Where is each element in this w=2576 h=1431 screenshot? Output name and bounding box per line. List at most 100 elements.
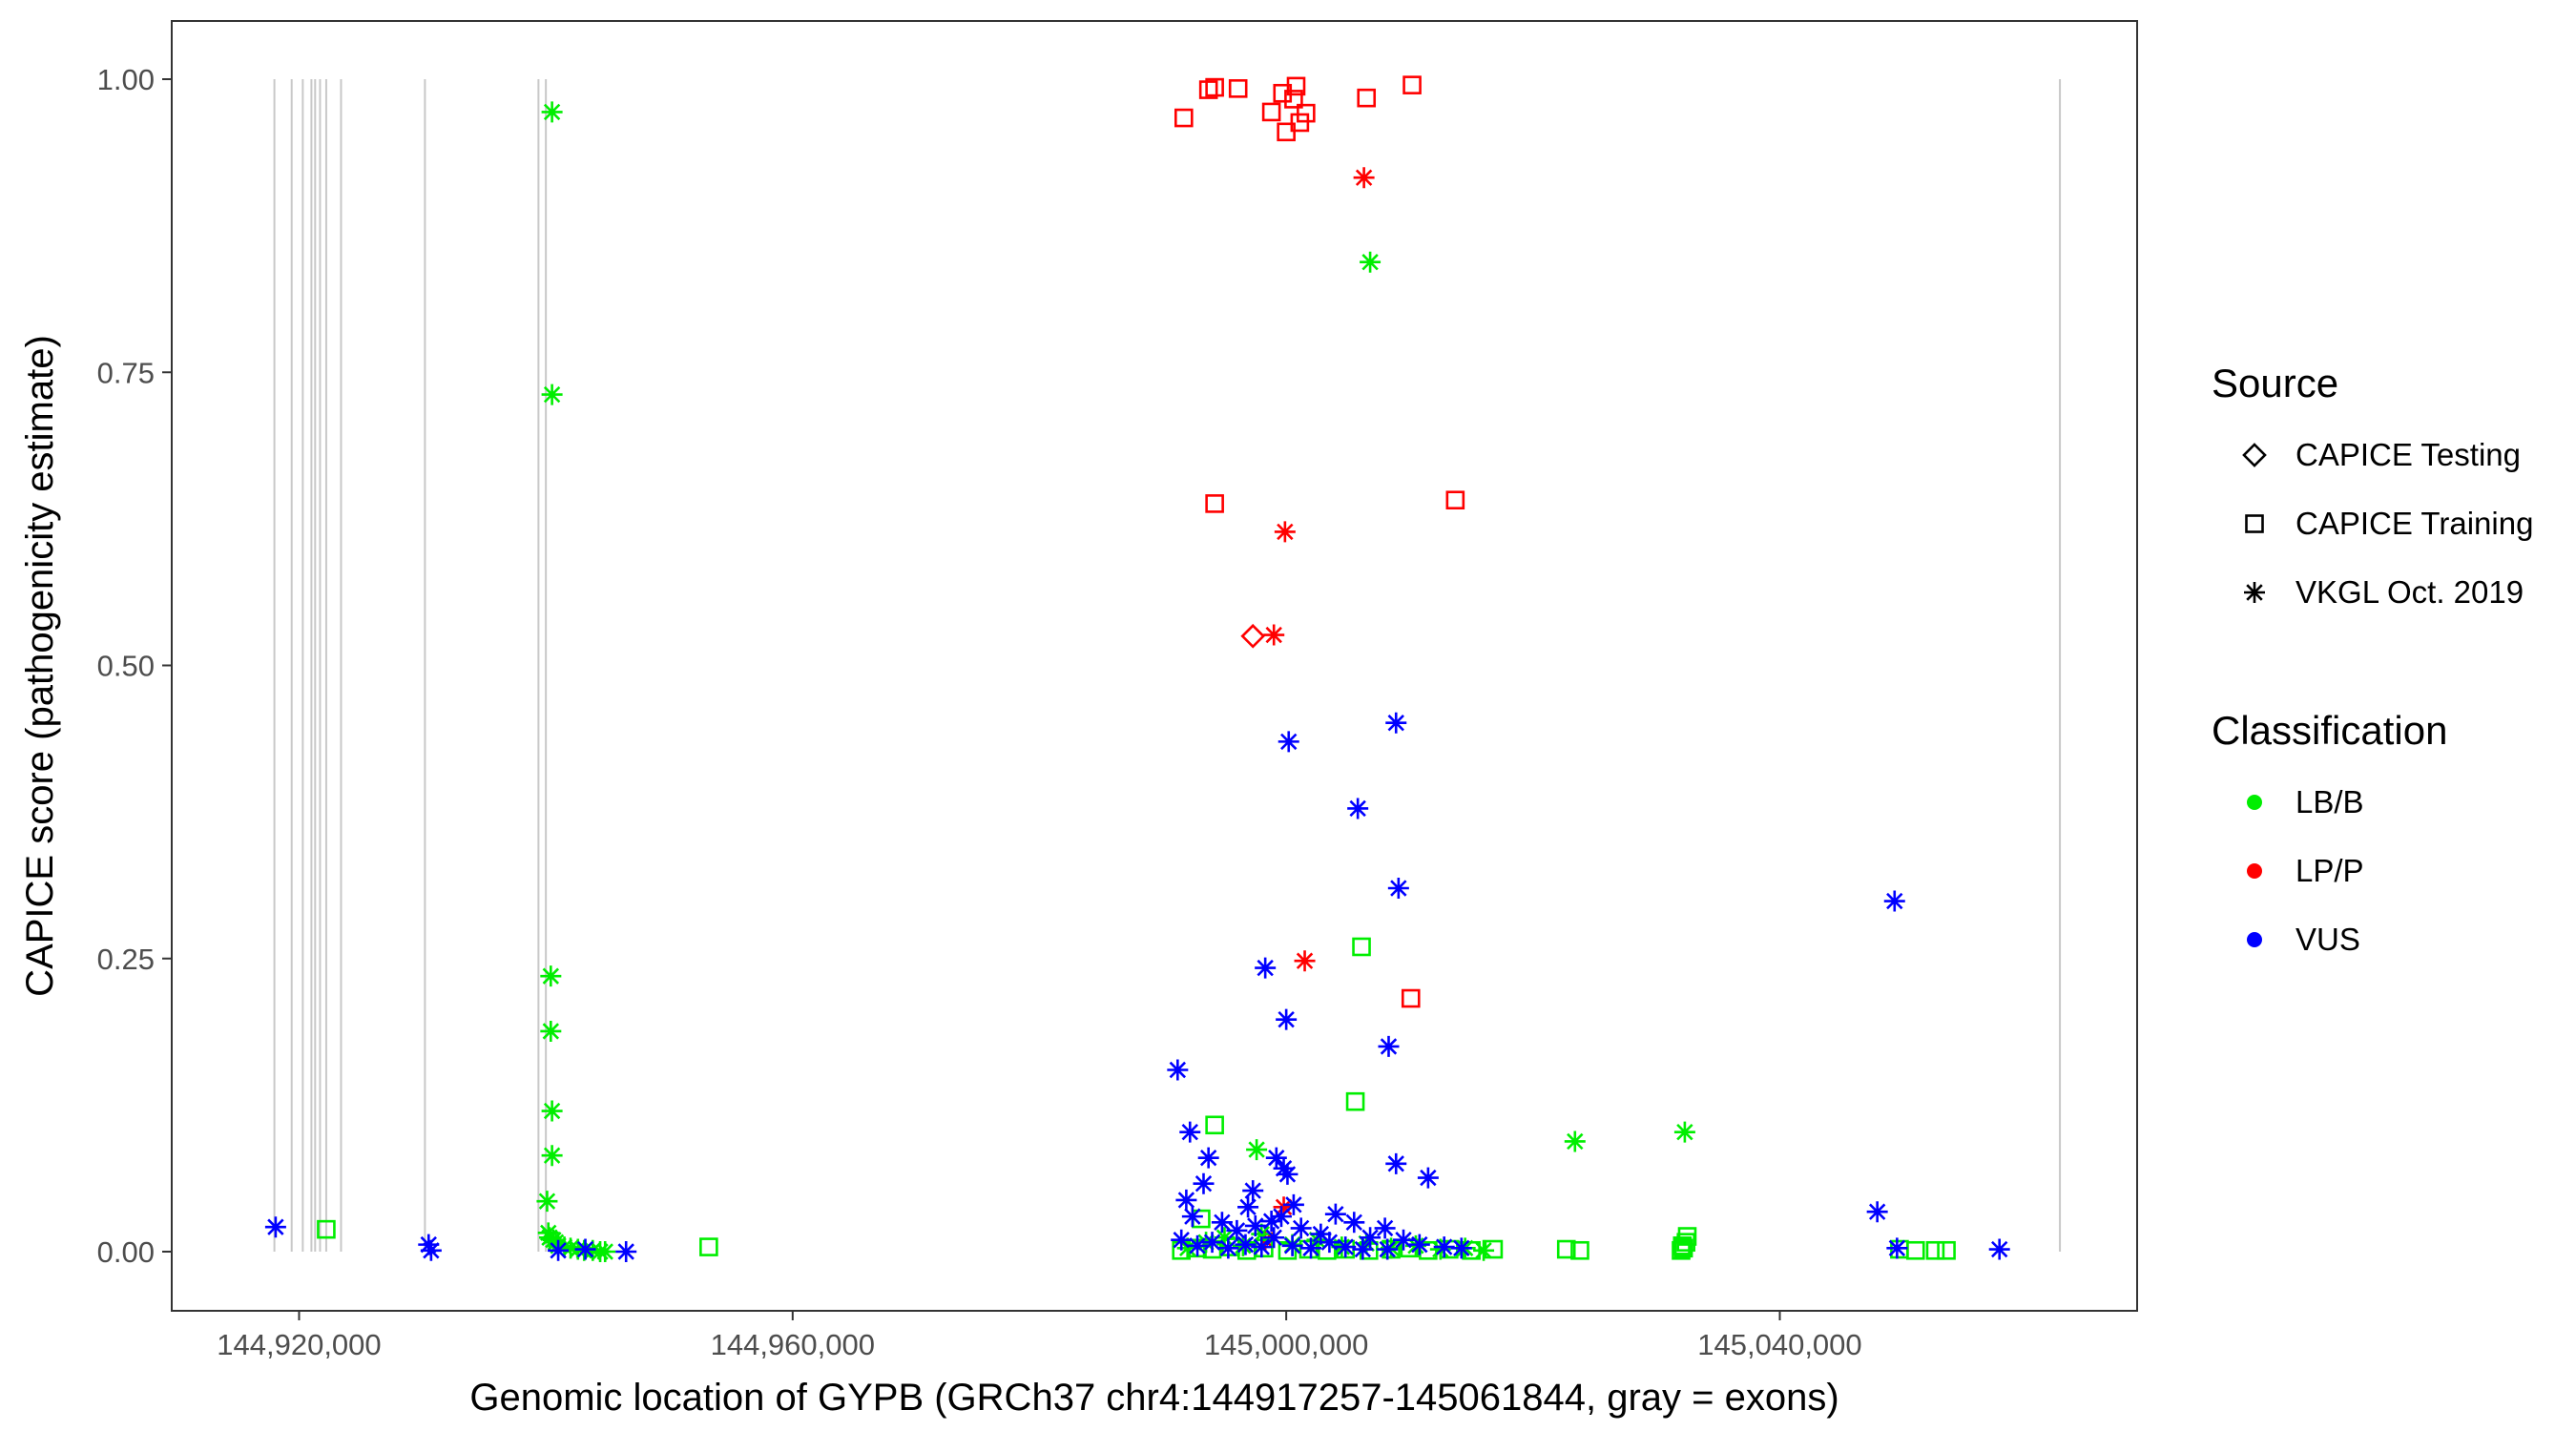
point-vus-asterisk — [1197, 1147, 1219, 1169]
data-points — [264, 75, 2010, 1262]
point-lpp-asterisk — [1294, 950, 1316, 972]
point-lpp-square — [1174, 108, 1194, 128]
y-tick-label: 0.75 — [97, 356, 155, 389]
point-vus-asterisk — [1255, 957, 1277, 979]
point-vus-asterisk — [1417, 1167, 1439, 1189]
legend-source-title: Source — [2212, 361, 2338, 405]
point-vus-asterisk — [615, 1241, 637, 1262]
point-vus-asterisk — [1988, 1238, 2010, 1260]
point-vus-asterisk — [574, 1238, 596, 1260]
point-lpp-square — [1357, 88, 1377, 108]
point-lbb-asterisk — [1473, 1239, 1495, 1261]
point-vus-asterisk — [1242, 1180, 1264, 1202]
point-vus-asterisk — [1276, 1008, 1298, 1030]
point-vus-asterisk — [1374, 1217, 1396, 1239]
legend-source-items: CAPICE Testing CAPICE Training VKGL Oct. 2… — [2242, 437, 2533, 610]
point-lbb-asterisk — [1564, 1130, 1586, 1152]
legend-source-label: CAPICE Testing — [2296, 437, 2521, 472]
point-lpp-square — [1261, 102, 1281, 122]
point-lbb-asterisk — [1251, 1223, 1273, 1245]
point-lbb-square — [699, 1237, 718, 1256]
legend-class-label: LP/P — [2296, 853, 2364, 888]
point-lbb-asterisk — [536, 1191, 558, 1213]
x-tick-label: 145,000,000 — [1204, 1328, 1368, 1361]
point-vus-asterisk — [1260, 1211, 1282, 1233]
exon-lines — [273, 79, 2062, 1252]
point-lbb-asterisk — [541, 1145, 563, 1167]
point-vus-asterisk — [1265, 1147, 1287, 1169]
point-lbb-asterisk — [1176, 1237, 1198, 1259]
point-lpp-square — [1198, 80, 1218, 99]
point-vus-asterisk — [1226, 1219, 1248, 1241]
point-vus-asterisk — [1244, 1214, 1266, 1236]
point-lbb-square — [1905, 1240, 1925, 1260]
point-vus-asterisk — [1352, 1238, 1374, 1260]
legend-source-label: CAPICE Training — [2296, 506, 2533, 541]
point-lbb-asterisk — [541, 384, 563, 405]
point-vus-asterisk — [1347, 798, 1369, 819]
point-vus-asterisk — [1886, 1237, 1908, 1259]
point-vus-asterisk — [1385, 1152, 1407, 1174]
point-vus-asterisk — [1277, 1163, 1298, 1185]
point-lpp-square — [1228, 79, 1248, 98]
point-lpp-square — [1290, 113, 1310, 133]
point-vus-asterisk — [1300, 1237, 1322, 1259]
point-vus-asterisk — [1433, 1236, 1455, 1258]
point-vus-asterisk — [1273, 1157, 1295, 1179]
plot-panel — [172, 21, 2137, 1311]
y-axis: 0.00 0.25 0.50 0.75 1.00 — [97, 63, 172, 1269]
point-lbb-asterisk — [540, 1020, 562, 1042]
x-axis: 144,920,000 144,960,000 145,000,000 145,040… — [217, 1311, 1862, 1361]
point-lbb-asterisk — [1246, 1139, 1268, 1161]
legend-class-label: LB/B — [2296, 784, 2364, 819]
point-lbb-square — [317, 1219, 336, 1239]
point-vus-asterisk — [1883, 890, 1905, 912]
point-vus-asterisk — [1343, 1212, 1365, 1234]
point-lbb-square — [1925, 1240, 1945, 1260]
point-vus-asterisk — [1408, 1234, 1430, 1255]
legend-key-dot-icon — [2247, 932, 2262, 947]
point-vus-asterisk — [1263, 1227, 1285, 1249]
point-lpp-square — [1205, 77, 1224, 97]
point-lbb-asterisk — [540, 965, 562, 987]
point-vus-asterisk — [1201, 1232, 1223, 1254]
point-vus-asterisk — [1290, 1217, 1312, 1239]
legend-key-dot-icon — [2247, 795, 2262, 810]
point-lbb-asterisk — [1360, 251, 1381, 273]
point-vus-asterisk — [1281, 1234, 1303, 1256]
point-vus-asterisk — [1193, 1172, 1215, 1194]
point-lbb-asterisk — [1673, 1121, 1695, 1143]
point-vus-asterisk — [1270, 1206, 1292, 1228]
point-lpp-square — [1205, 494, 1224, 513]
point-lpp-asterisk — [1353, 167, 1375, 189]
point-vus-asterisk — [1167, 1059, 1189, 1081]
legend-key-dot-icon — [2247, 863, 2262, 879]
legend-key-square-icon — [2245, 514, 2264, 533]
point-lpp-square — [1277, 122, 1296, 142]
point-vus-asterisk — [420, 1239, 442, 1261]
point-vus-asterisk — [1278, 731, 1299, 753]
point-vus-asterisk — [1450, 1237, 1472, 1259]
point-vus-asterisk — [1866, 1201, 1888, 1223]
point-lbb-asterisk — [1306, 1229, 1328, 1251]
legend: Source CAPICE Testing CAPICE Training VKGL… — [2212, 361, 2533, 957]
point-vus-asterisk — [418, 1234, 440, 1255]
point-vus-asterisk — [1175, 1189, 1197, 1211]
point-lbb-square — [1570, 1240, 1589, 1260]
point-lbb-asterisk — [594, 1241, 616, 1262]
point-lpp-asterisk — [1274, 521, 1296, 543]
legend-class-label: VUS — [2296, 922, 2360, 957]
point-vus-asterisk — [1237, 1196, 1259, 1218]
point-vus-asterisk — [1310, 1223, 1332, 1245]
y-tick-label: 0.00 — [97, 1235, 155, 1269]
point-lbb-asterisk — [1214, 1227, 1236, 1249]
y-tick-label: 0.50 — [97, 650, 155, 683]
point-vus-asterisk — [1387, 878, 1409, 900]
legend-class-items: LB/B LP/P VUS — [2247, 784, 2364, 957]
point-vus-asterisk — [1377, 1238, 1399, 1260]
legend-key-asterisk-icon — [2244, 582, 2265, 603]
point-lbb-asterisk — [541, 1100, 563, 1122]
point-lpp-diamond — [1240, 623, 1266, 649]
legend-key-diamond-icon — [2242, 443, 2267, 467]
